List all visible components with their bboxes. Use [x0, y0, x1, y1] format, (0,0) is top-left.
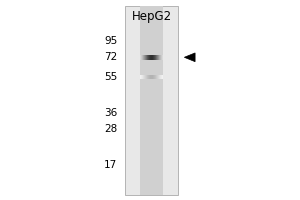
- Text: 28: 28: [104, 124, 117, 134]
- Text: 36: 36: [104, 108, 117, 118]
- Text: 55: 55: [104, 72, 117, 82]
- Text: 95: 95: [104, 36, 117, 46]
- Text: 17: 17: [104, 160, 117, 170]
- Polygon shape: [184, 53, 195, 62]
- Bar: [124, 6, 178, 195]
- Bar: [140, 6, 163, 195]
- Text: 72: 72: [104, 52, 117, 62]
- Text: HepG2: HepG2: [131, 10, 172, 23]
